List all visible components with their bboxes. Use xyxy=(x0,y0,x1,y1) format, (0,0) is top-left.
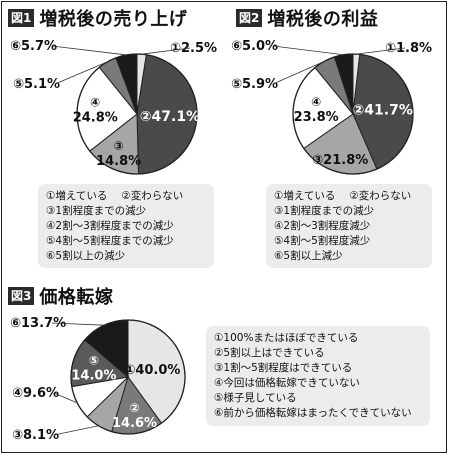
slice-label-6: ⑥5.0% xyxy=(231,39,278,54)
legend-row: ①増えている ②変わらない xyxy=(46,189,206,204)
fig1-title: 増税後の売り上げ xyxy=(39,9,188,30)
fig3-pie-chart: ①40.0% ②14.6% ③8.1% ④9.6% ⑤14.0% ⑥13.7% xyxy=(10,316,186,443)
legend-item: ④2割～3割程度減少 xyxy=(274,220,371,232)
slice-label-4: ④9.6% xyxy=(12,386,59,401)
legend-row: ①増えている ②変わらない xyxy=(274,189,424,204)
legend-row: ⑤4割～5割程度までの減少 xyxy=(46,234,206,249)
legend-row: ⑤4割～5割程度減少 xyxy=(274,234,424,249)
legend-item: ③1割程度までの減少 xyxy=(46,205,147,217)
pie-outline xyxy=(292,53,414,175)
slice-label-3: ③8.1% xyxy=(12,428,59,443)
slice-label-1: ①1.8% xyxy=(385,41,432,56)
legend-item: ⑥前から価格転嫁はまったくできていない xyxy=(214,407,412,419)
slice-label-num-4: ④ xyxy=(90,95,100,109)
fig1-header: 図1 増税後の売り上げ xyxy=(8,7,188,30)
legend-item: ④2割～3割程度までの減少 xyxy=(46,220,174,232)
slice-label-3: 14.8% xyxy=(96,154,141,169)
slice-label-1: ①2.5% xyxy=(170,41,217,56)
legend-item: ④今回は価格転嫁できていない xyxy=(214,377,360,389)
legend-item: ③1割～5割程度はできている xyxy=(214,362,353,374)
slice-label-1: ①40.0% xyxy=(124,363,180,378)
legend-row: ③1割～5割程度はできている xyxy=(214,361,422,376)
slice-label-2: 14.6% xyxy=(112,416,157,431)
leader-line-1 xyxy=(141,47,191,55)
pie-outline xyxy=(76,53,198,175)
legend-item: ⑤様子見している xyxy=(214,392,297,404)
fig3-tag: 図3 xyxy=(8,287,35,305)
fig2-tag: 図2 xyxy=(236,9,263,27)
slice-label-3: ③21.8% xyxy=(312,153,368,168)
leader-line-6 xyxy=(51,322,105,326)
slice-label-5: ⑤5.1% xyxy=(13,77,60,92)
leader-line-4 xyxy=(53,392,78,404)
legend-row: ③1割程度までの減少 xyxy=(274,204,424,219)
legend-item: ①100%またはほぼできている xyxy=(214,332,359,344)
legend-row: ⑤様子見している xyxy=(214,391,422,406)
legend-item: ③1割程度までの減少 xyxy=(274,205,375,217)
legend-item: ②変わらない xyxy=(121,190,184,202)
fig1-pie-chart: ①2.5% ②47.1% ③14.8% ④24.8% ⑤5.1% ⑥5.7% xyxy=(10,39,217,175)
leader-line-5 xyxy=(54,61,108,85)
fig2-legend: ①増えている ②変わらない ③1割程度までの減少 ④2割～3割程度減少 ⑤4割～5割程度… xyxy=(266,184,432,268)
legend-row: ②5割以上はできている xyxy=(214,346,422,361)
slice-label-4: 23.8% xyxy=(294,110,339,125)
legend-row: ④今回は価格転嫁できていない xyxy=(214,376,422,391)
slice-label-num-3: ③ xyxy=(114,139,124,153)
legend-item: ②5割以上はできている xyxy=(214,347,325,359)
legend-item: ⑤4割～5割程度減少 xyxy=(274,235,371,247)
legend-row: ①100%またはほぼできている xyxy=(214,331,422,346)
slice-label-num-4: ④ xyxy=(311,95,321,109)
legend-row: ③1割程度までの減少 xyxy=(46,204,206,219)
fig3-header: 図3 価格転嫁 xyxy=(8,285,114,308)
legend-row: ⑥5割以上の減少 xyxy=(46,249,206,264)
slice-label-num-5: ⑤ xyxy=(89,354,99,368)
fig3-legend: ①100%またはほぼできている ②5割以上はできている ③1割～5割程度はできている… xyxy=(206,326,430,426)
leader-line-6 xyxy=(51,45,127,56)
slice-label-num-2: ② xyxy=(129,401,139,415)
slice-label-6: ⑥13.7% xyxy=(10,316,66,331)
legend-row: ④2割～3割程度までの減少 xyxy=(46,219,206,234)
leader-line-6 xyxy=(272,45,344,56)
slice-label-4: 24.8% xyxy=(73,110,118,125)
legend-item: ①増えている xyxy=(46,190,108,202)
slice-label-2: ②47.1% xyxy=(140,109,200,125)
legend-row: ⑥5割以上減少 xyxy=(274,249,424,264)
legend-row: ⑥前から価格転嫁はまったくできていない xyxy=(214,406,422,421)
legend-item: ⑥5割以上の減少 xyxy=(46,250,126,262)
fig2-pie-chart: ①1.8% ②41.7% ③21.8% ④23.8% ⑤5.9% ⑥5.0% xyxy=(231,39,432,175)
fig1-legend: ①増えている ②変わらない ③1割程度までの減少 ④2割～3割程度までの減少 ⑤4割～5… xyxy=(38,184,214,268)
fig3-title: 価格転嫁 xyxy=(39,287,114,308)
legend-item: ②変わらない xyxy=(349,190,412,202)
fig2-title: 増税後の利益 xyxy=(267,9,379,30)
leader-line-1 xyxy=(356,47,406,55)
fig1-tag: 図1 xyxy=(8,9,35,27)
pie-outline xyxy=(70,319,186,435)
fig2-header: 図2 増税後の利益 xyxy=(236,7,379,30)
slice-label-6: ⑥5.7% xyxy=(10,39,57,54)
legend-item: ⑥5割以上減少 xyxy=(274,250,343,262)
slice-label-2: ②41.7% xyxy=(352,103,412,119)
slice-label-5: 14.0% xyxy=(71,369,116,384)
leader-line-5 xyxy=(272,60,325,85)
leader-line-3 xyxy=(53,425,99,436)
slice-label-5: ⑤5.9% xyxy=(231,77,278,92)
legend-item: ①増えている xyxy=(274,190,336,202)
legend-row: ④2割～3割程度減少 xyxy=(274,219,424,234)
legend-item: ⑤4割～5割程度までの減少 xyxy=(46,235,174,247)
